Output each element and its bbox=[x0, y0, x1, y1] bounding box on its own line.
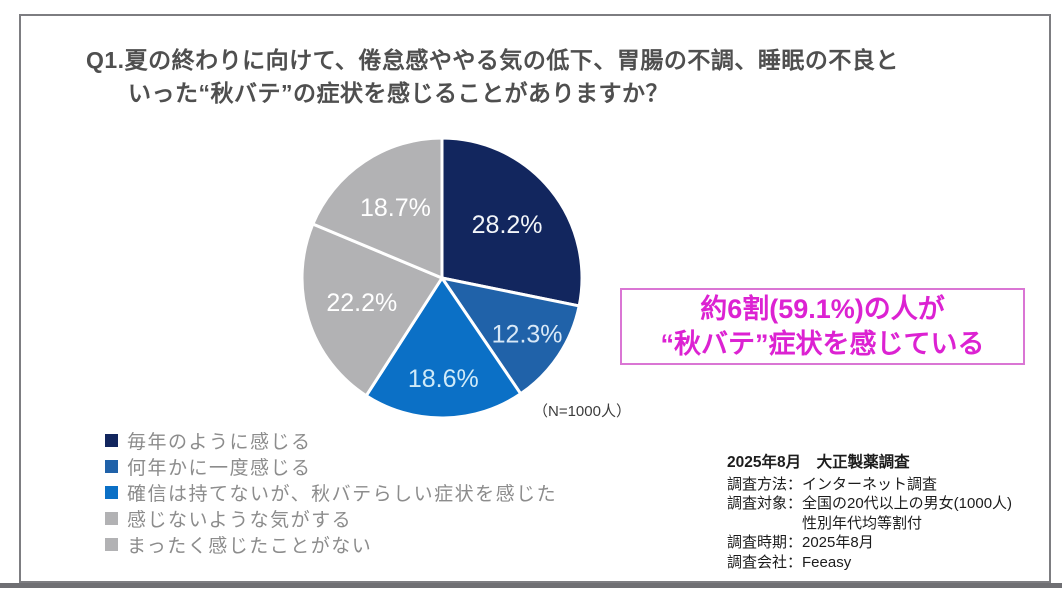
legend-item-label: 毎年のように感じる bbox=[127, 431, 312, 453]
question-title-line1: Q1.夏の終わりに向けて、倦怠感ややる気の低下、胃腸の不調、睡眠の不良と bbox=[86, 47, 899, 73]
bottom-edge-bar bbox=[0, 583, 1062, 588]
survey-info-heading: 2025年8月 大正製薬調査 bbox=[727, 454, 910, 471]
pie-slice-3 bbox=[300, 222, 444, 398]
survey-info-lines: 調査方法：インターネット調査調査対象：全国の20代以上の男女(1000人) 性別… bbox=[727, 475, 1012, 573]
legend-item-label: 確信は持てないが、秋バテらしい症状を感じた bbox=[127, 483, 558, 505]
legend-swatch-icon bbox=[105, 537, 118, 551]
pie-slice-2 bbox=[364, 276, 523, 420]
callout-line1: 約6割(59.1%)の人が bbox=[700, 293, 945, 324]
legend-item-label: 感じないような気がする bbox=[127, 509, 353, 531]
legend-item-3: 感じないような気がする bbox=[105, 505, 557, 531]
legend-item-label: 何年かに一度感じる bbox=[127, 457, 312, 479]
legend-item-2: 確信は持てないが、秋バテらしい症状を感じた bbox=[105, 479, 557, 505]
sample-size-note: （N=1000人） bbox=[533, 403, 631, 420]
legend-swatch-icon bbox=[105, 485, 118, 499]
legend-swatch-icon bbox=[105, 433, 118, 447]
survey-info: 2025年8月 大正製薬調査 調査方法：インターネット調査調査対象：全国の20代… bbox=[727, 453, 1012, 572]
pie-value-label-1: 12.3% bbox=[492, 321, 563, 349]
question-title-line2: いった“秋バテ”の症状を感じることがありますか？ bbox=[128, 80, 669, 106]
legend-item-4: まったく感じたことがない bbox=[105, 531, 557, 557]
legend-swatch-icon bbox=[105, 511, 118, 525]
pie-slice-1 bbox=[440, 276, 581, 396]
chart-legend: 毎年のように感じる 何年かに一度感じる確信は持てないが、秋バテらしい症状を感じた感… bbox=[105, 427, 557, 557]
legend-swatch-icon bbox=[105, 459, 118, 473]
survey-info-line-1: 調査対象：全国の20代以上の男女(1000人) bbox=[727, 495, 1013, 512]
pie-chart: 28.2% 12.3% 18.6% 22.2% 18.7% bbox=[300, 136, 584, 420]
legend-item-0: 毎年のように感じる bbox=[105, 427, 557, 453]
legend-item-1: 何年かに一度感じる bbox=[105, 453, 557, 479]
pie-value-label-4: 18.7% bbox=[360, 194, 431, 222]
callout-line2: “秋バテ”症状を感じている bbox=[660, 328, 985, 359]
survey-info-line-0: 調査方法：インターネット調査 bbox=[727, 475, 938, 493]
pie-slice-0 bbox=[440, 136, 584, 308]
pie-slice-4 bbox=[311, 136, 444, 280]
pie-value-label-2: 18.6% bbox=[408, 365, 479, 393]
pie-value-label-3: 22.2% bbox=[326, 289, 397, 317]
pie-value-label-0: 28.2% bbox=[472, 211, 543, 239]
survey-info-line-2: 性別年代均等割付 bbox=[727, 514, 923, 532]
survey-info-line-4: 調査会社：Feeasy bbox=[727, 553, 852, 571]
legend-item-label: まったく感じたことがない bbox=[127, 535, 373, 557]
highlight-callout-box: 約6割(59.1%)の人が “秋バテ”症状を感じている bbox=[620, 288, 1025, 365]
survey-info-line-3: 調査時期：2025年8月 bbox=[727, 534, 874, 551]
question-title: Q1.夏の終わりに向けて、倦怠感ややる気の低下、胃腸の不調、睡眠の不良と いった… bbox=[86, 44, 899, 110]
